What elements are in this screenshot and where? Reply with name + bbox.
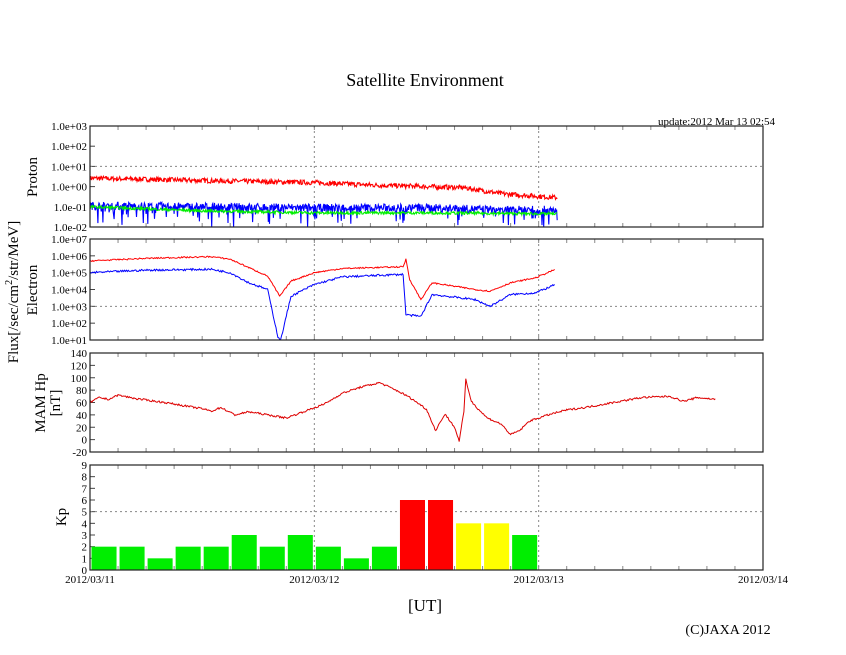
chart-title: Satellite Environment [346, 70, 503, 90]
y-tick-label: 3 [82, 530, 88, 542]
y-tick-label: 100 [71, 373, 88, 385]
y-tick-label: 40 [76, 410, 88, 422]
series-electron-red [89, 255, 555, 301]
y-tick-label: -20 [72, 447, 87, 459]
kp-bar [147, 558, 173, 570]
y-tick-label: 2 [82, 542, 88, 554]
kp-bar [371, 546, 397, 570]
y-tick-label: 1 [82, 553, 88, 565]
copyright: (C)JAXA 2012 [685, 623, 770, 638]
y-tick-label: 0 [82, 435, 88, 447]
y-tick-label: 140 [71, 348, 88, 360]
y-tick-label: 7 [82, 483, 88, 495]
y-tick-label: 80 [76, 385, 88, 397]
series-proton-red [89, 174, 558, 201]
x-tick-label: 2012/03/14 [738, 574, 789, 586]
x-tick-label: 2012/03/13 [514, 574, 565, 586]
y-tick-label: 1.0e-01 [54, 202, 87, 214]
kp-bar [512, 535, 538, 570]
panel-frame [89, 352, 764, 453]
y-tick-label: 1.0e+02 [51, 141, 87, 153]
y-tick-label: 60 [76, 398, 88, 410]
electron-axis-label: Electron [25, 264, 41, 315]
y-tick-label: 1.0e+07 [51, 234, 87, 246]
kp-bar [91, 546, 117, 570]
series-hp [89, 378, 716, 442]
y-tick-label: 1.0e+03 [51, 301, 87, 313]
kp-bar [259, 546, 285, 570]
kp-bar [203, 546, 229, 570]
y-tick-label: 1.0e+01 [51, 335, 87, 347]
y-tick-label: 1.0e+00 [51, 182, 87, 194]
kp-bar [456, 523, 482, 570]
kp-bar [428, 500, 454, 570]
y-tick-label: 9 [82, 460, 88, 472]
kp-bar [343, 558, 369, 570]
y-tick-label: 1.0e+06 [51, 251, 87, 263]
y-tick-label: 120 [71, 360, 88, 372]
kp-bar [484, 523, 510, 570]
panel-frame [89, 464, 764, 571]
kp-bar [119, 546, 145, 570]
y-tick-label: 1.0e+02 [51, 318, 87, 330]
x-tick-label: 2012/03/12 [289, 574, 339, 586]
y-tick-label: 8 [82, 472, 88, 484]
y-tick-label: 1.0e+05 [51, 268, 87, 280]
x-axis-label: [UT] [408, 596, 442, 615]
series-electron-blue [89, 267, 555, 341]
kp-bar [315, 546, 341, 570]
series-proton-green [89, 203, 558, 218]
proton-axis-label: Proton [25, 157, 41, 198]
y-tick-label: 1.0e+01 [51, 161, 87, 173]
y-tick-label: 1.0e-02 [54, 222, 87, 234]
y-tick-label: 6 [82, 495, 88, 507]
update-timestamp: update:2012 Mar 13 02:54 [658, 116, 776, 128]
kp-axis-label: Kp [54, 508, 70, 526]
kp-bar [287, 535, 313, 570]
x-tick-label: 2012/03/11 [65, 574, 115, 586]
y-tick-label: 20 [76, 422, 88, 434]
kp-bar [231, 535, 257, 570]
y-tick-label: 1.0e+03 [51, 121, 87, 133]
kp-bar [175, 546, 201, 570]
kp-bar [399, 500, 425, 570]
y-tick-label: 0 [82, 565, 88, 577]
y-tick-label: 1.0e+04 [51, 285, 87, 297]
hp-axis-label: MAM Hp [33, 373, 49, 433]
y-tick-label: 4 [82, 518, 88, 530]
hp-unit-label: [nT] [48, 390, 64, 417]
flux-axis-label: Flux[/sec/cm2/str/MeV] [4, 221, 22, 364]
y-tick-label: 5 [82, 507, 88, 519]
panel-frame [89, 125, 764, 228]
series-proton-blue [89, 200, 558, 228]
panel-frame [89, 238, 764, 341]
